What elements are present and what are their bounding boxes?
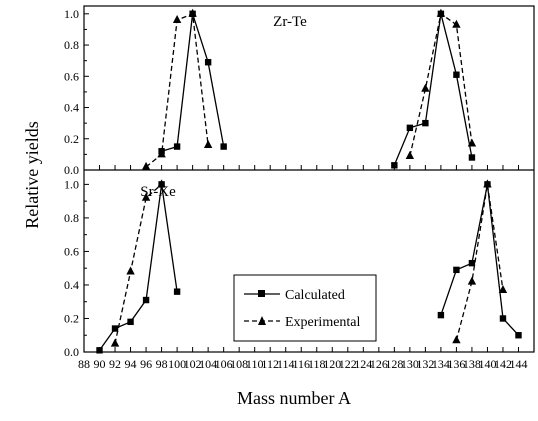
- experimental-point: [421, 83, 430, 92]
- experimental-point: [157, 149, 166, 158]
- y-tick-label: 0.6: [64, 244, 79, 258]
- x-tick-label: 106: [215, 357, 233, 371]
- x-tick-label: 94: [125, 357, 137, 371]
- calculated-point: [142, 296, 150, 304]
- x-tick-label: 122: [339, 357, 357, 371]
- x-tick-label: 134: [432, 357, 450, 371]
- x-tick-label: 104: [199, 357, 217, 371]
- x-tick-label: 138: [463, 357, 481, 371]
- experimental-point: [452, 19, 461, 28]
- experimental-point: [110, 338, 120, 347]
- experimental-point: [483, 179, 492, 188]
- calculated-point: [499, 315, 507, 322]
- calculated-point: [515, 332, 522, 339]
- calculated-point: [453, 71, 460, 78]
- legend-box: [233, 274, 377, 342]
- calculated-line: [161, 13, 225, 152]
- calculated-point: [437, 311, 445, 319]
- x-tick-label: 120: [323, 357, 341, 371]
- calculated-point: [111, 325, 119, 332]
- calculated-point: [468, 154, 476, 161]
- experimental-point: [141, 192, 151, 201]
- calculated-point: [422, 119, 429, 127]
- experimental-point: [452, 335, 461, 344]
- experimental-point: [436, 8, 446, 17]
- legend-experimental-label: Experimental: [285, 315, 361, 330]
- x-tick-label: 90: [94, 357, 106, 371]
- x-tick-label: 98: [156, 357, 168, 371]
- x-tick-label: 118: [308, 357, 326, 371]
- calculated-point: [220, 143, 227, 150]
- x-tick-label: 116: [292, 357, 310, 371]
- calculated-line: [393, 13, 473, 166]
- experimental-line: [455, 184, 504, 341]
- x-tick-label: 128: [385, 357, 403, 371]
- chart-panels: Zr-Te 0.0 0.2 0.4 0.6 0.8 1.0 Sr-Xe 0.0 0.2 0.4 0.6…: [64, 5, 535, 359]
- plot-frame: [83, 5, 535, 353]
- y-tick-label: 0.4: [64, 101, 79, 115]
- calculated-point: [453, 266, 460, 274]
- calculated-line: [440, 184, 519, 336]
- experimental-point: [467, 138, 477, 147]
- y-tick-label: 0.8: [64, 38, 79, 52]
- experimental-line: [409, 12, 473, 157]
- y-tick-label: 0.0: [64, 163, 79, 177]
- panel-sr-xe: Sr-Xe 0.0 0.2 0.4 0.6 0.8 1.0: [64, 177, 522, 359]
- calculated-point: [468, 259, 476, 267]
- x-tick-label: 126: [370, 357, 388, 371]
- x-axis-title: Mass number A: [237, 388, 351, 408]
- legend-experimental-marker: [258, 316, 266, 325]
- y-tick-label: 0.2: [64, 311, 79, 325]
- x-tick-label: 108: [230, 357, 248, 371]
- x-tick-label: 100: [168, 357, 186, 371]
- calculated-point: [406, 124, 414, 132]
- panel-title: Zr-Te: [273, 14, 307, 30]
- x-tick-label: 102: [184, 357, 202, 371]
- calculated-line: [98, 184, 178, 351]
- x-tick-label: 88: [78, 357, 90, 371]
- x-tick-label: 130: [401, 357, 419, 371]
- y-tick-label: 1.0: [64, 7, 79, 21]
- panel-zr-te: Zr-Te 0.0 0.2 0.4 0.6 0.8 1.0: [64, 7, 477, 177]
- x-tick-label: 124: [354, 357, 372, 371]
- legend-calculated-marker: [258, 290, 265, 297]
- experimental-point: [467, 276, 477, 285]
- legend-calculated-label: Calculated: [285, 288, 345, 303]
- x-tick-label: 96: [140, 357, 152, 371]
- x-tick-label: 112: [261, 357, 279, 371]
- experimental-point: [172, 15, 182, 24]
- experimental-line: [114, 183, 163, 344]
- experimental-point: [188, 8, 197, 17]
- x-tick-label: 144: [509, 357, 527, 371]
- y-tick-label: 1.0: [64, 177, 79, 191]
- experimental-point: [126, 266, 135, 275]
- calculated-point: [204, 59, 212, 66]
- y-tick-label: 0.2: [64, 132, 79, 146]
- experimental-point: [405, 150, 415, 159]
- x-tick-label: 132: [416, 357, 434, 371]
- calculated-point: [173, 288, 181, 295]
- panel-title: Sr-Xe: [140, 184, 176, 200]
- x-tick-label: 114: [277, 357, 295, 371]
- experimental-point: [157, 179, 166, 188]
- y-tick-label: 0.4: [64, 278, 79, 292]
- x-tick-label: 110: [246, 357, 264, 371]
- x-axis-ticks: 88 90 92 94 96 98 1001021041061081101121141161…: [78, 165, 527, 371]
- legend: Calculated Experimental: [233, 274, 377, 342]
- calculated-point: [127, 318, 134, 326]
- y-tick-label: 0.8: [64, 211, 79, 225]
- calculated-point: [173, 143, 181, 150]
- x-tick-label: 140: [478, 357, 496, 371]
- y-tick-label: 0.6: [64, 69, 79, 83]
- y-tick-label: 0.0: [64, 345, 79, 359]
- x-tick-label: 142: [494, 357, 512, 371]
- experimental-point: [203, 140, 213, 149]
- x-tick-label: 136: [447, 357, 465, 371]
- y-axis-title: Relative yields: [22, 121, 42, 228]
- x-tick-label: 92: [109, 357, 121, 371]
- experimental-point: [498, 284, 508, 293]
